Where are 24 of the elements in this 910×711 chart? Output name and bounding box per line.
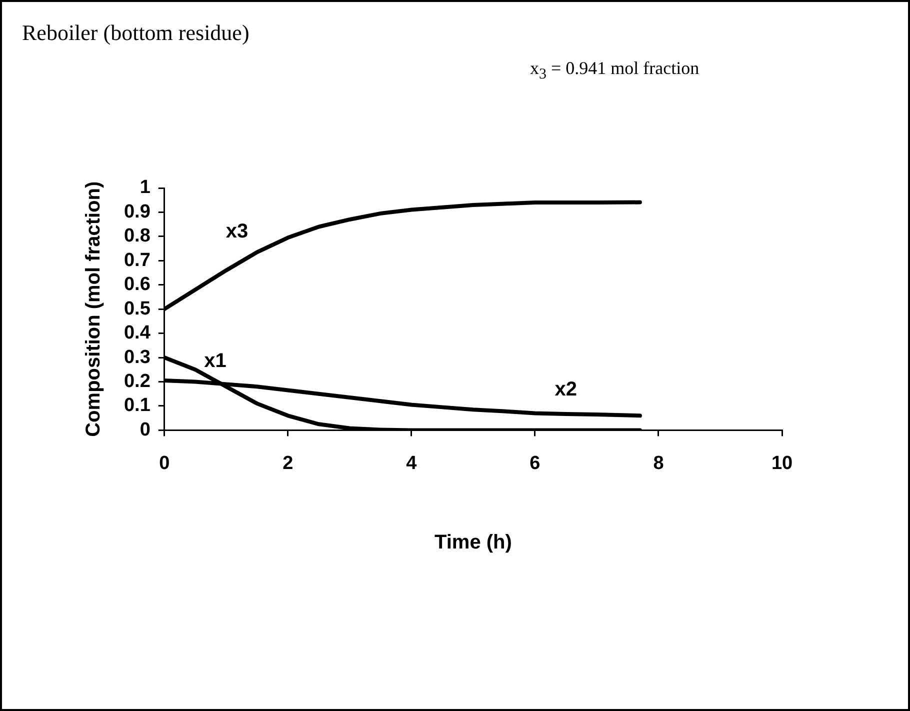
x-axis-title: Time (h) (434, 532, 512, 554)
series-label: x2 (554, 378, 577, 400)
y-tick-label: 0.1 (124, 395, 151, 416)
y-tick-label: 0.3 (124, 346, 150, 368)
y-tick-label: 0.4 (124, 322, 151, 344)
y-tick-label: 0.9 (124, 201, 150, 222)
y-axis-title: Composition (mol fraction) (82, 181, 105, 437)
chart-title: Reboiler (bottom residue) (22, 20, 250, 46)
x-tick-label: 8 (653, 452, 664, 474)
series-label: x1 (204, 350, 226, 372)
series-label: x3 (226, 220, 248, 243)
x-tick-label: 6 (530, 452, 540, 474)
text: x$_{3}$ = 0.941 mol fraction (530, 58, 700, 84)
x-tick-label: 0 (159, 452, 170, 474)
y-tick-label: 0.5 (124, 298, 151, 320)
y-tick-label: 0.2 (124, 370, 150, 392)
x-tick-label: 10 (771, 452, 793, 474)
y-tick-label: 1 (140, 177, 151, 198)
y-tick-label: 0.7 (124, 250, 150, 271)
y-tick-label: 0.8 (124, 226, 150, 247)
x-tick-label: 2 (282, 452, 294, 474)
x-tick-label: 4 (406, 452, 418, 474)
y-tick-label: 0.6 (124, 274, 150, 296)
y-tick-label: 0 (140, 419, 150, 440)
